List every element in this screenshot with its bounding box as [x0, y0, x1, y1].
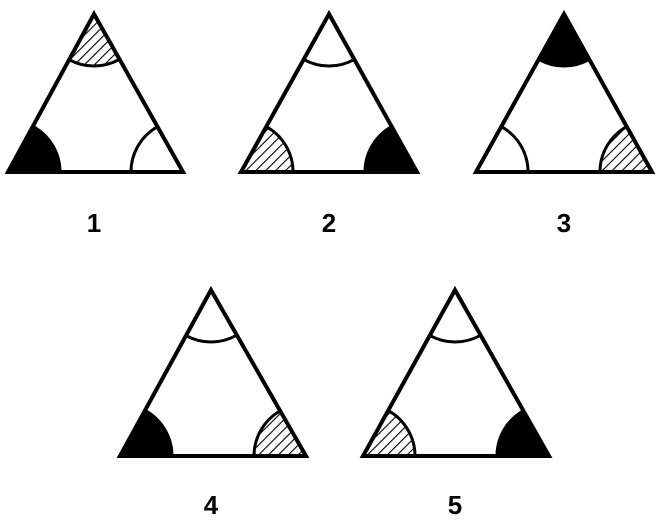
- corner-right-hatched: [254, 410, 306, 456]
- figure-label: 3: [557, 208, 571, 238]
- corner-top-arc: [429, 333, 482, 344]
- corner-left-arc: [500, 125, 530, 173]
- corner-top-arc: [537, 58, 591, 68]
- corner-right-arc: [252, 409, 281, 457]
- triangle-figure-1: 1: [4, 9, 187, 238]
- corner-left-solid: [120, 410, 172, 456]
- corner-right-solid: [497, 410, 549, 456]
- figure-label: 4: [204, 490, 219, 520]
- triangle-outline: [359, 285, 553, 458]
- corner-left-arc: [387, 409, 417, 457]
- corner-right-hatched: [600, 126, 652, 172]
- corner-left-arc: [265, 125, 295, 173]
- corner-left-arc: [32, 125, 62, 173]
- triangle-figure-2: 2: [237, 9, 421, 238]
- corner-right-arc: [129, 125, 159, 173]
- triangle-outline: [237, 9, 421, 174]
- corner-left-solid: [8, 126, 60, 172]
- corner-top-arc: [68, 57, 121, 68]
- corner-left-arc: [144, 409, 174, 457]
- triangle-figure-5: 5: [359, 285, 553, 520]
- figure-label: 1: [87, 208, 101, 238]
- corner-top-solid: [538, 14, 590, 67]
- corner-right-arc: [598, 125, 628, 173]
- figure-label: 2: [322, 208, 336, 238]
- corner-right-arc: [495, 409, 525, 457]
- figure-label: 5: [448, 490, 462, 520]
- corner-left-hatched: [241, 126, 293, 172]
- corner-top-arc: [302, 58, 356, 68]
- corner-top-hatched: [69, 14, 120, 66]
- triangle-outline: [472, 9, 656, 174]
- triangle-outline: [116, 285, 310, 458]
- corner-top-arc: [185, 333, 238, 344]
- corner-right-solid: [365, 126, 417, 172]
- triangle-outline: [4, 9, 187, 174]
- corner-left-hatched: [363, 410, 415, 456]
- triangle-figure-4: 4: [116, 285, 310, 520]
- triangle-figure-3: 3: [472, 9, 656, 238]
- corner-right-arc: [363, 125, 393, 173]
